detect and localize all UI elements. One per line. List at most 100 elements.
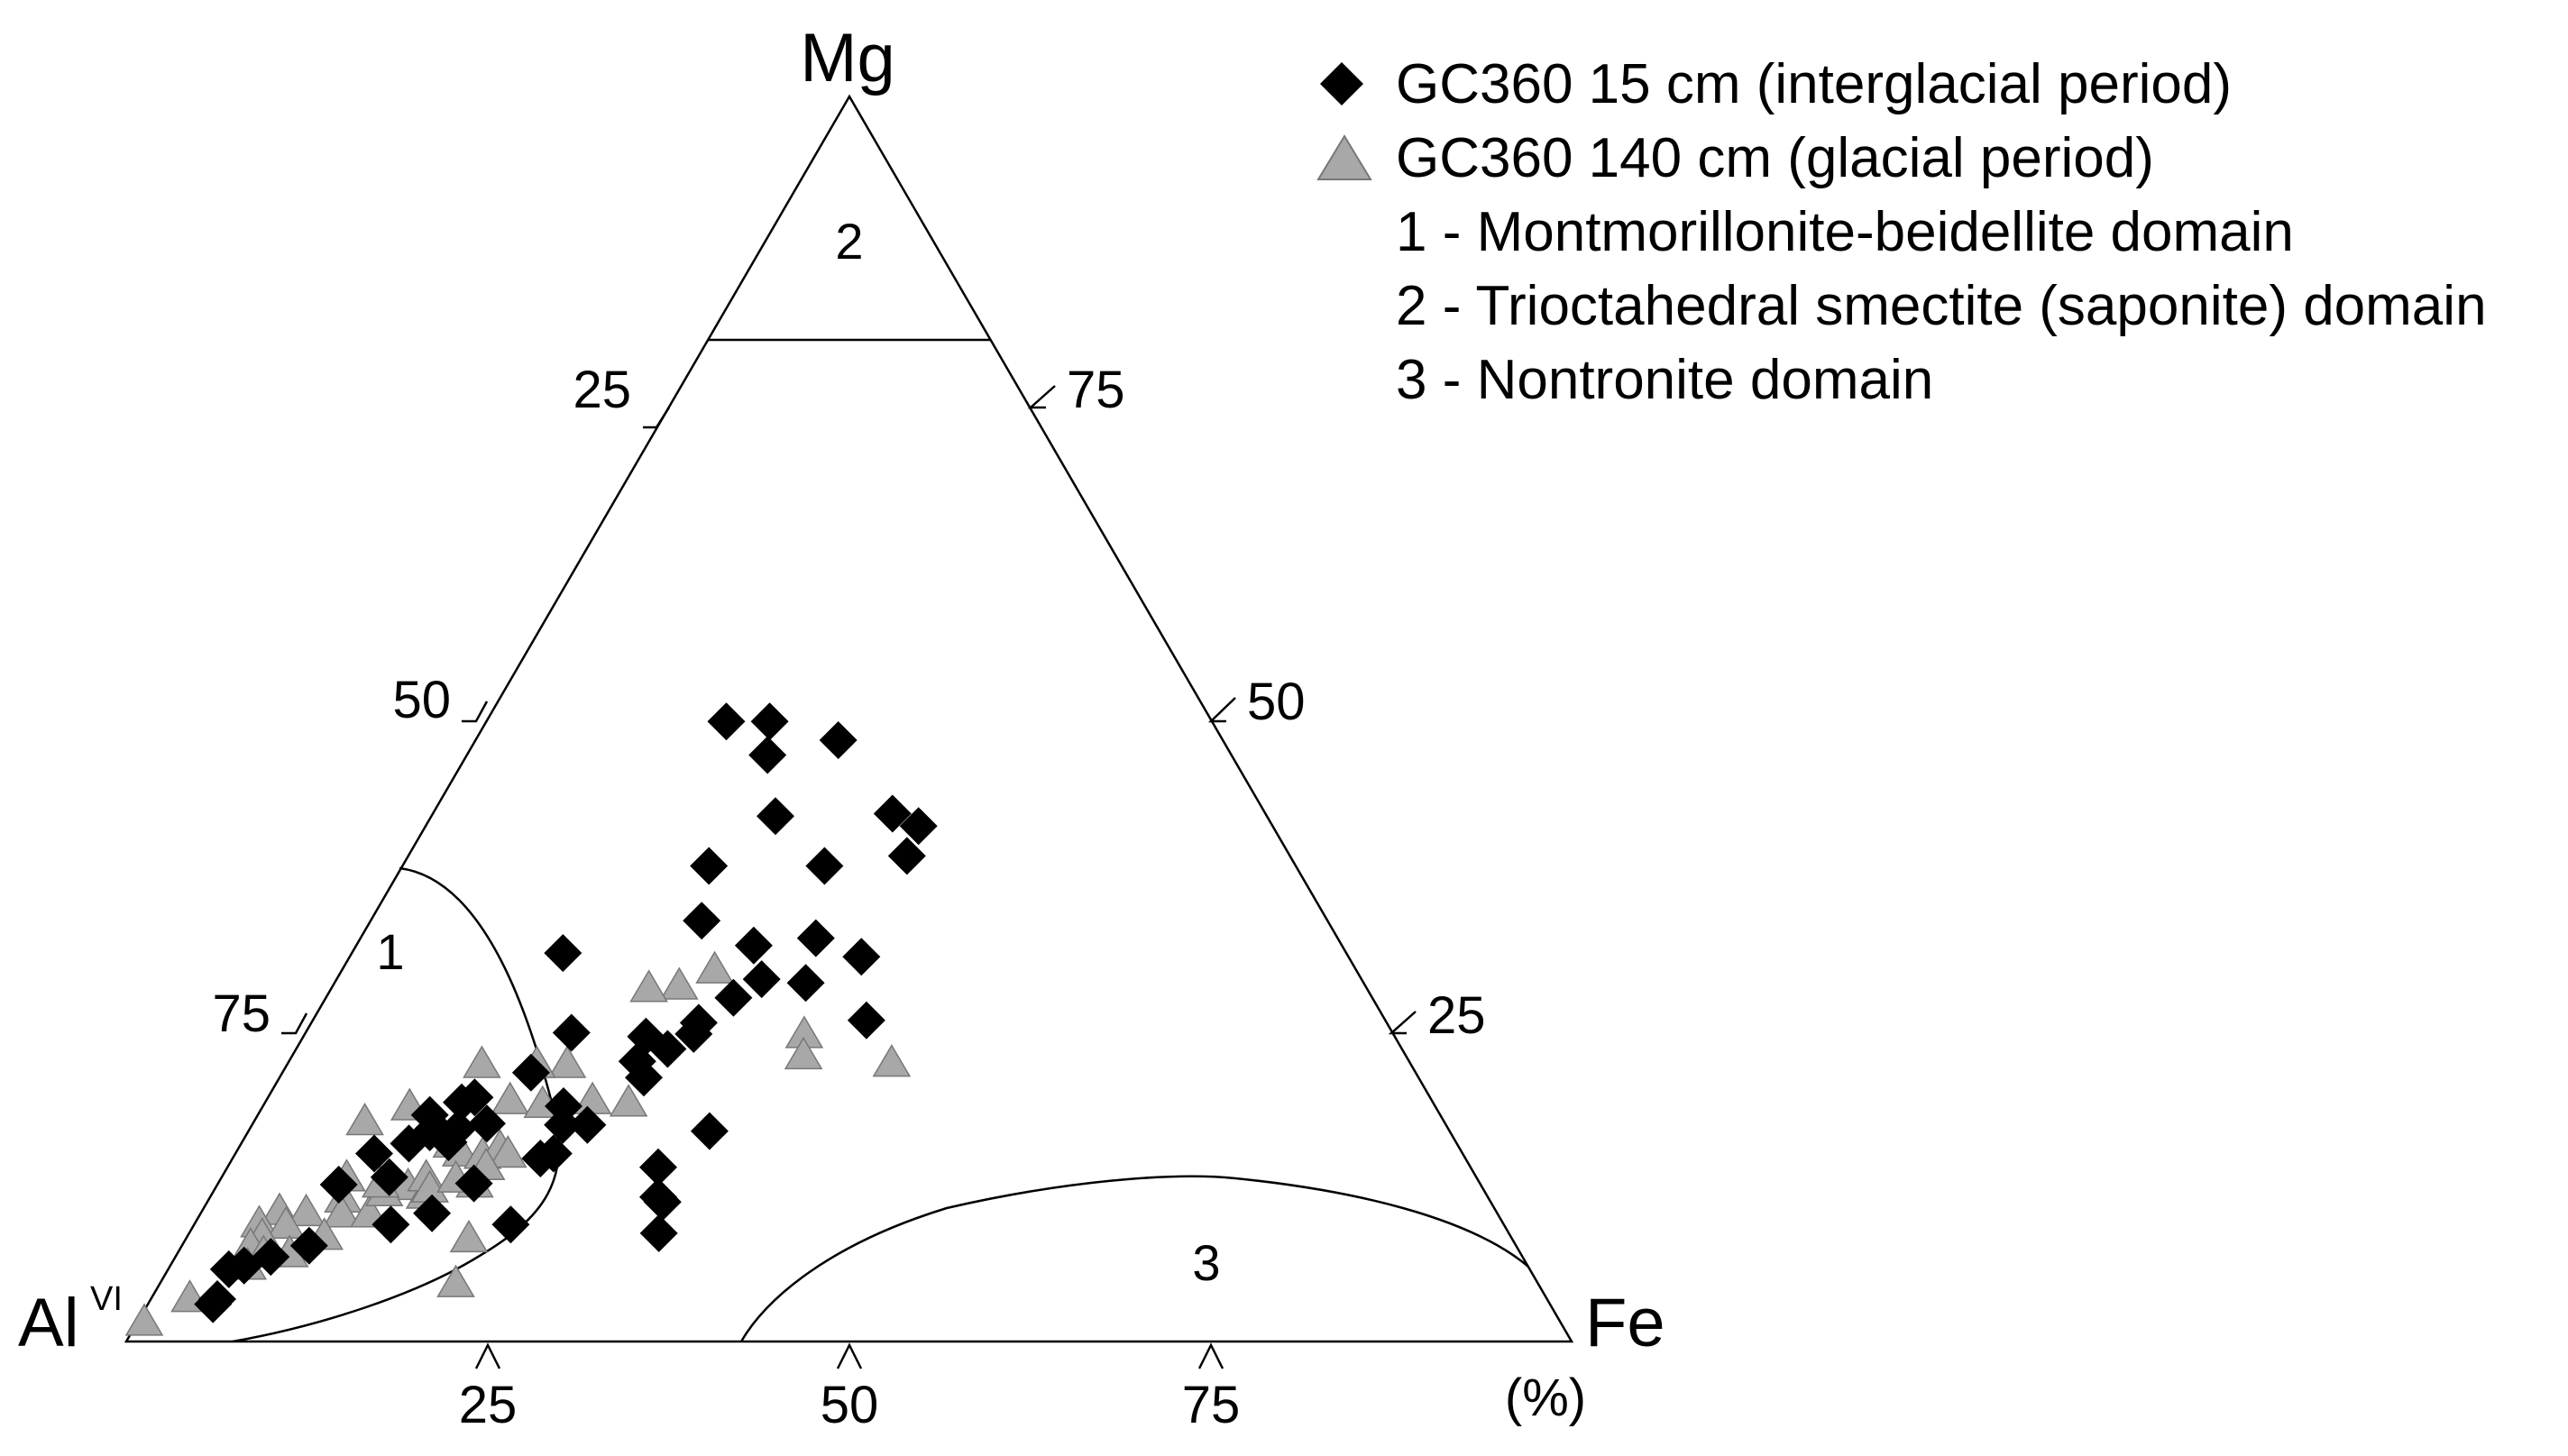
- bottom-tick-25: [474, 1342, 501, 1369]
- interglacial-point-14: [742, 960, 781, 999]
- interglacial-point-0: [707, 702, 746, 741]
- glacial-point-35: [449, 1219, 489, 1253]
- interglacial-point-13: [796, 919, 835, 957]
- domain-1-label: 1: [376, 923, 404, 980]
- glacial-point-2: [629, 969, 668, 1003]
- interglacial-point-49: [370, 1158, 408, 1196]
- interglacial-point-5: [690, 847, 729, 885]
- diamond-icon: [1315, 57, 1396, 111]
- legend-label-interglacial: GC360 15 cm (interglacial period): [1396, 52, 2232, 115]
- interglacial-point-36: [639, 1213, 678, 1252]
- vertex-label-mg: Mg: [800, 20, 895, 96]
- interglacial-point-29: [511, 1053, 550, 1092]
- interglacial-point-59: [289, 1226, 328, 1265]
- interglacial-point-20: [674, 1014, 713, 1053]
- interglacial-point-23: [648, 1030, 687, 1068]
- left-tick-label-75: 75: [212, 984, 271, 1043]
- interglacial-point-42: [443, 1083, 481, 1122]
- interglacial-point-2: [748, 736, 787, 774]
- interglacial-point-7: [805, 847, 844, 885]
- unit-label: (%): [1505, 1369, 1586, 1427]
- legend-item-glacial: GC360 140 cm (glacial period): [1315, 121, 2487, 195]
- legend-item-domain-1: 1 - Montmorillonite-beidellite domain: [1315, 195, 2487, 269]
- interglacial-point-12: [734, 926, 773, 965]
- interglacial-point-11: [683, 902, 721, 940]
- bottom-tick-label-25: 25: [459, 1376, 518, 1434]
- domain-1-boundary: [232, 866, 560, 1343]
- bottom-tick-label-75: 75: [1182, 1376, 1241, 1434]
- right-tick-50: [1207, 697, 1236, 723]
- interglacial-point-37: [491, 1205, 530, 1244]
- interglacial-point-10: [544, 934, 582, 973]
- interglacial-point-32: [690, 1112, 729, 1150]
- left-tick-label-50: 50: [392, 671, 451, 729]
- glacial-point-8: [463, 1045, 501, 1078]
- right-tick-group: [1027, 385, 1417, 1035]
- domain-3-boundary: [739, 1175, 1529, 1342]
- glacial-point-1: [659, 966, 699, 1000]
- interglacial-point-25: [625, 1058, 663, 1097]
- interglacial-point-58: [521, 1140, 560, 1177]
- left-tick-label-25: 25: [573, 361, 631, 419]
- interglacial-point-35: [643, 1183, 682, 1222]
- legend-label-domain-3: 3 - Nontronite domain: [1396, 348, 1934, 411]
- vertex-label-al-superscript: VI: [90, 1280, 123, 1318]
- bottom-tick-50: [836, 1342, 863, 1369]
- interglacial-point-33: [639, 1148, 677, 1186]
- legend-item-interglacial: GC360 15 cm (interglacial period): [1315, 47, 2487, 121]
- interglacial-point-17: [714, 978, 753, 1017]
- right-tick-75: [1027, 385, 1056, 409]
- right-tick-25: [1388, 1011, 1417, 1035]
- legend: GC360 15 cm (interglacial period) GC360 …: [1315, 47, 2487, 417]
- bottom-tick-group: [474, 1342, 1224, 1369]
- interglacial-point-24: [552, 1013, 591, 1052]
- glacial-point-10: [345, 1103, 384, 1136]
- interglacial-point-48: [355, 1134, 393, 1173]
- vertex-label-al: Al: [18, 1285, 79, 1361]
- interglacial-point-15: [842, 938, 881, 976]
- interglacial-point-31: [568, 1105, 607, 1144]
- glacial-point-36: [436, 1264, 475, 1297]
- left-tick-75: [281, 1012, 308, 1035]
- domain-3-label: 3: [1192, 1234, 1220, 1291]
- glacial-point-4: [784, 1036, 823, 1070]
- glacial-point-6: [547, 1045, 587, 1078]
- triangle-icon: [1315, 131, 1396, 185]
- interglacial-point-56: [194, 1285, 233, 1323]
- legend-label-domain-1: 1 - Montmorillonite-beidellite domain: [1396, 200, 2294, 263]
- left-tick-50: [462, 701, 489, 723]
- interglacial-point-8: [899, 807, 938, 846]
- right-tick-label-50: 50: [1247, 673, 1306, 731]
- interglacial-point-27: [544, 1105, 582, 1144]
- interglacial-point-51: [371, 1205, 410, 1244]
- interglacial-point-52: [413, 1194, 452, 1232]
- interglacial-point-1: [750, 702, 789, 741]
- glacial-point-0: [695, 950, 734, 984]
- interglacial-point-50: [319, 1166, 358, 1204]
- legend-label-domain-2: 2 - Trioctahedral smectite (saponite) do…: [1396, 274, 2487, 337]
- bottom-tick-75: [1197, 1342, 1224, 1369]
- interglacial-point-9: [887, 837, 926, 875]
- glacial-point-27: [266, 1205, 306, 1239]
- right-tick-label-25: 25: [1427, 986, 1486, 1045]
- glacial-point-15: [488, 1135, 527, 1168]
- glacial-point-42: [491, 1081, 530, 1114]
- right-tick-label-75: 75: [1067, 361, 1125, 419]
- interglacial-point-47: [424, 1117, 463, 1156]
- interglacial-point-57: [209, 1250, 248, 1288]
- interglacial-point-3: [819, 721, 858, 759]
- bottom-tick-label-50: 50: [821, 1376, 879, 1434]
- glacial-point-44: [609, 1084, 648, 1117]
- left-tick-group: [281, 407, 671, 1035]
- legend-item-domain-3: 3 - Nontronite domain: [1315, 343, 2487, 417]
- interglacial-point-4: [757, 797, 794, 836]
- series-interglacial-points: [194, 702, 938, 1323]
- vertex-label-fe: Fe: [1585, 1285, 1665, 1361]
- legend-label-glacial: GC360 140 cm (glacial period): [1396, 126, 2154, 189]
- glacial-point-5: [872, 1044, 912, 1077]
- domain-2-label: 2: [835, 213, 863, 270]
- interglacial-point-16: [786, 964, 825, 1003]
- interglacial-point-6: [873, 794, 912, 833]
- glacial-point-24: [322, 1195, 362, 1228]
